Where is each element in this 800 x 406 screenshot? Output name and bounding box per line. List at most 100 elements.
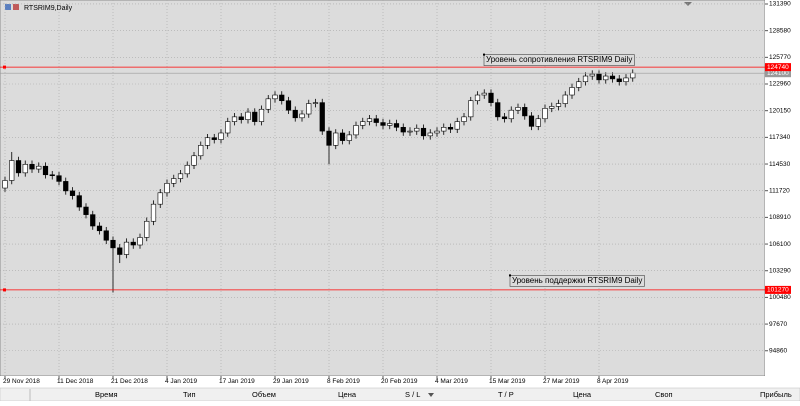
y-tick-label: 131390 — [769, 1, 791, 8]
y-tick-label: 106100 — [769, 241, 791, 248]
resistance-annotation: Уровень сопротивления RTSRIM9 Daily — [486, 55, 632, 64]
x-tick-label: 27 Mar 2019 — [543, 378, 580, 385]
candle-body — [225, 121, 231, 134]
candle-body — [353, 125, 359, 136]
column-header: Объем — [252, 390, 276, 399]
candle-body — [177, 173, 184, 179]
last-price-box — [765, 69, 791, 78]
candle-body — [137, 237, 143, 246]
candle-body — [9, 160, 15, 181]
candle-body — [90, 214, 96, 227]
candle-body — [454, 121, 460, 130]
candle-body — [393, 123, 400, 128]
candle-body — [191, 155, 197, 166]
support-anchor — [3, 288, 6, 292]
candle-body — [339, 132, 346, 141]
candle-body — [414, 127, 420, 132]
y-tick-label: 103290 — [769, 267, 791, 274]
resistance-annotation-anchor — [483, 53, 485, 56]
candle-body — [387, 123, 393, 126]
column-header: Своп — [655, 390, 673, 399]
y-tick-label: 120150 — [769, 107, 791, 114]
y-tick-label: 128580 — [769, 27, 791, 34]
column-header: T / P — [498, 390, 514, 399]
candle-body — [461, 116, 467, 122]
column-header: Тип — [183, 390, 196, 399]
candle-body — [252, 111, 258, 122]
candle-body — [49, 174, 55, 177]
column-header: Цена — [573, 390, 592, 399]
candle-body — [481, 92, 487, 96]
candle-body — [312, 102, 319, 104]
candle-body — [630, 72, 636, 79]
candle-body — [171, 178, 177, 184]
candle-body — [29, 164, 35, 170]
last-price-label: 124100 — [767, 70, 789, 77]
candle-body — [441, 126, 447, 132]
candle-body — [333, 132, 339, 146]
support-annotation-box — [509, 275, 645, 287]
candle-body — [420, 127, 427, 137]
candle-body — [576, 81, 582, 88]
y-tick-label: 97670 — [769, 321, 787, 328]
candle-body — [346, 134, 352, 141]
candle-body — [488, 92, 494, 103]
candle-body — [292, 109, 298, 119]
candle-body — [218, 132, 224, 140]
candle-body — [522, 107, 528, 117]
candle-body — [265, 98, 271, 110]
candle-body — [157, 192, 163, 205]
candle-body — [204, 137, 211, 146]
x-tick-label: 15 Mar 2019 — [489, 378, 526, 385]
table-header — [0, 387, 800, 402]
candle-body — [474, 94, 481, 102]
candle-body — [56, 175, 62, 182]
candle-body — [144, 220, 150, 238]
support-price-box — [765, 285, 791, 294]
candle-body — [272, 94, 278, 100]
candle-body — [549, 106, 555, 109]
candle-body — [211, 137, 217, 140]
candle-body — [495, 102, 501, 118]
candle-body — [562, 94, 568, 104]
candle-body — [130, 241, 136, 246]
candle-body — [609, 75, 616, 80]
x-tick-label: 17 Jan 2019 — [219, 378, 255, 385]
candle-body — [603, 75, 609, 81]
candle-body — [468, 100, 474, 118]
candle-body — [535, 118, 541, 127]
candle-body — [42, 165, 49, 176]
y-tick-label: 122960 — [769, 81, 791, 88]
candle-body — [623, 77, 629, 83]
candle-body — [360, 121, 366, 126]
candle-body — [103, 230, 109, 241]
candle-body — [198, 145, 204, 157]
candle-body — [366, 118, 373, 122]
candle-body — [69, 190, 76, 196]
x-tick-label: 4 Mar 2019 — [435, 378, 468, 385]
candle-body — [555, 103, 562, 107]
y-tick-label: 108910 — [769, 214, 791, 221]
candle-body — [36, 165, 42, 170]
x-tick-label: 29 Jan 2019 — [273, 378, 309, 385]
candle-body — [407, 130, 413, 133]
column-header: S / L — [405, 390, 420, 399]
candle-body — [542, 108, 548, 120]
x-tick-label: 29 Nov 2018 — [3, 378, 40, 385]
x-tick-label: 4 Jan 2019 — [165, 378, 198, 385]
x-tick-label: 8 Apr 2019 — [597, 378, 629, 385]
candle-body — [258, 108, 265, 122]
candle-body — [326, 130, 332, 146]
candle-body — [76, 195, 82, 208]
candle-body — [508, 109, 514, 120]
candle-body — [589, 73, 595, 77]
candle-body — [150, 203, 157, 222]
column-header: Прибыль — [760, 390, 792, 399]
y-tick-label: 94860 — [769, 347, 787, 354]
candle-body — [380, 122, 386, 126]
plot-area — [0, 0, 766, 377]
resistance-anchor — [3, 65, 6, 69]
marks — [2, 69, 636, 293]
x-tick-label: 20 Feb 2019 — [381, 378, 418, 385]
support-annotation: Уровень поддержки RTSRIM9 Daily — [512, 276, 642, 285]
